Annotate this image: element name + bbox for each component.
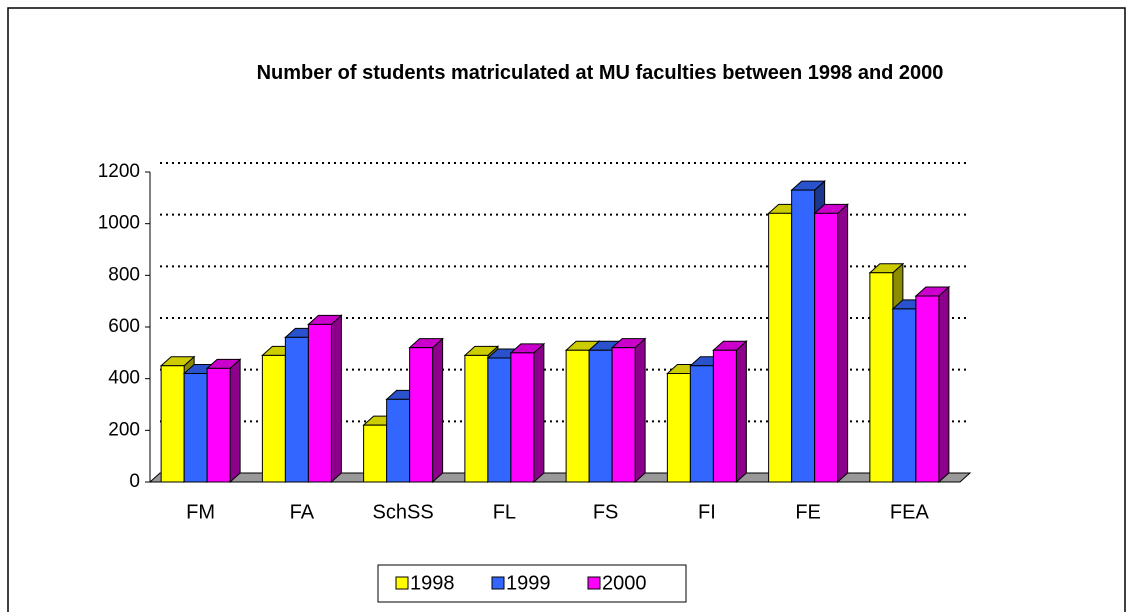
legend-label: 1998 <box>410 572 455 594</box>
legend-label: 2000 <box>602 572 647 594</box>
y-tick-label: 1200 <box>98 161 140 182</box>
x-tick-label: FE <box>795 501 821 523</box>
bar-front <box>284 336 309 483</box>
bar-front <box>409 347 434 483</box>
x-tick-label: FEA <box>890 501 930 523</box>
bar <box>307 314 343 484</box>
y-tick-label: 0 <box>129 471 140 492</box>
bar-front <box>261 354 286 483</box>
bar-front <box>386 398 411 483</box>
bar-side <box>229 358 241 484</box>
bar-side <box>432 337 444 484</box>
y-tick-label: 600 <box>108 316 140 337</box>
y-tick-label: 1000 <box>98 213 140 234</box>
bar-side <box>735 340 747 484</box>
bar <box>509 342 546 484</box>
bar-side <box>533 342 545 484</box>
bar-front <box>363 424 388 483</box>
bar <box>610 337 647 484</box>
bar-front <box>565 349 590 483</box>
chart-title: Number of students matriculated at MU fa… <box>256 62 944 84</box>
bar-front <box>791 189 816 483</box>
bar-front <box>892 308 917 483</box>
bar-front <box>160 365 185 483</box>
bar <box>205 358 242 484</box>
bar-side <box>634 337 646 484</box>
x-tick-label: FI <box>698 501 716 523</box>
bar-front <box>464 354 489 483</box>
y-tick-label: 200 <box>108 419 140 440</box>
x-tick-label: FA <box>290 501 315 523</box>
bar <box>813 203 849 484</box>
bar-side <box>837 203 849 484</box>
bar-side <box>330 314 342 484</box>
bar-front <box>307 323 332 483</box>
x-tick-label: SchSS <box>373 501 434 523</box>
bar-side <box>938 285 950 484</box>
legend-swatch <box>395 576 409 590</box>
legend-box <box>377 564 687 603</box>
x-tick-label: FL <box>493 501 516 523</box>
bar <box>914 285 951 484</box>
x-tick-label: FS <box>593 501 619 523</box>
bar-front <box>768 212 793 483</box>
bar-front <box>510 352 535 483</box>
bar-front <box>666 373 691 483</box>
bar-front <box>487 357 512 483</box>
x-tick-label: FM <box>186 501 215 523</box>
bar-front <box>183 373 208 483</box>
y-tick-label: 400 <box>108 368 140 389</box>
legend-swatch <box>491 576 505 590</box>
bar-front <box>869 272 894 483</box>
bar <box>408 337 444 484</box>
legend-label: 1999 <box>506 572 551 594</box>
bar-front <box>206 367 231 483</box>
bar-front <box>588 349 613 483</box>
legend-swatch <box>587 576 601 590</box>
bar-front <box>611 347 636 483</box>
bar-front <box>689 365 714 483</box>
y-tick-label: 800 <box>108 264 140 285</box>
chart-border <box>7 7 1126 612</box>
bar-front <box>814 212 839 483</box>
bar <box>712 340 748 484</box>
bar-front <box>915 295 940 483</box>
bar-front <box>712 349 737 483</box>
